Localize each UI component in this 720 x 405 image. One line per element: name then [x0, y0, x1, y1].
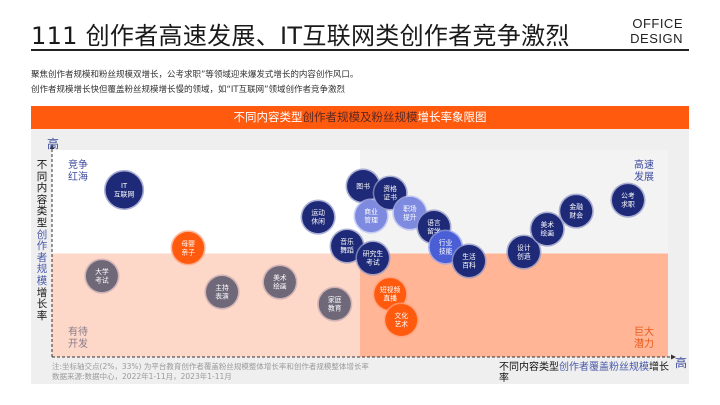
- bubble-label: 研究生考试: [363, 249, 384, 267]
- y-axis-arrow: [49, 144, 55, 149]
- brand-logo: OFFICE DESIGN: [630, 16, 683, 46]
- bubble-label: 家庭教育: [328, 295, 342, 313]
- quadrant-top-left-bg: [52, 150, 360, 254]
- bubble-point: [172, 231, 205, 264]
- bubble-label: 大学考试: [95, 267, 109, 285]
- bubble-1: 大学考试: [84, 258, 120, 294]
- y-label-part-2: 创作者规模: [36, 228, 48, 287]
- bubble-point: [263, 266, 296, 299]
- bubble-7: 图书: [345, 168, 381, 204]
- bubble-label: IT 互联网: [114, 182, 135, 199]
- note-line-2: 数据来源:数据中心，2022年1-11月，2023年1-11月: [52, 372, 232, 381]
- bubble-label: 设计创造: [517, 243, 531, 260]
- bubble-15: 生活百科: [451, 243, 487, 279]
- bubble-4: 美术绘画: [262, 264, 298, 300]
- bubble-point: [611, 184, 644, 217]
- chart-title-part-3: 增长率象限图: [417, 110, 487, 124]
- chart-title-part-2: 创作者规模及粉丝规模: [302, 110, 418, 124]
- quadrant-label-top-left: 竞争 红海: [68, 160, 88, 183]
- y-label-part-1: 不同内容类型: [36, 159, 48, 229]
- bubble-point: [355, 200, 388, 233]
- bubble-3: 主持表演: [204, 274, 240, 310]
- bubble-label: 公考求职: [621, 192, 635, 209]
- bubble-label: 美术绘画: [273, 273, 287, 291]
- y-axis-high-label: 高: [47, 137, 60, 151]
- bubble-label: 主持表演: [215, 283, 229, 301]
- x-axis-arrow: [671, 354, 676, 360]
- bubble-12: 研究生考试: [355, 240, 391, 276]
- page-title: 111 创作者高速发展、IT互联网类创作者竞争激烈: [31, 22, 570, 50]
- bubble-point: [318, 288, 351, 321]
- bubble-label: 金融财会: [569, 202, 583, 220]
- bubble-point: [531, 213, 564, 246]
- bubble-label: 文化艺术: [394, 311, 408, 329]
- description-line-1: 聚焦创作者规模和粉丝规模双增长，公考求职”等领域迎来爆发式增长的内容创作风口。: [31, 70, 359, 80]
- chart-title: 不同内容类型创作者规模及粉丝规模增长率象限图: [31, 106, 689, 129]
- bubble-label: 音乐舞蹈: [340, 237, 354, 255]
- description-line-2: 创作者规模增长快但覆盖粉丝规模增长慢的领域，如“IT互联网”领域创作者竞争激烈: [31, 85, 346, 95]
- bubble-point: [385, 303, 418, 336]
- bubble-point: [206, 276, 239, 309]
- bubble-17: 文化艺术: [383, 302, 419, 338]
- bubble-13: 语言留学: [416, 209, 452, 245]
- bubble-label: 短视频直播: [380, 285, 401, 303]
- bubble-11: 音乐舞蹈: [329, 228, 365, 264]
- description: 聚焦创作者规模和粉丝规模双增长，公考求职”等领域迎来爆发式增长的内容创作风口。 …: [31, 68, 358, 98]
- x-label-part-2: 创作者覆盖粉丝规模: [559, 362, 649, 373]
- bubble-point: [331, 230, 364, 263]
- bubble-label: 语言留学: [427, 218, 441, 236]
- bubble-point: [105, 171, 143, 209]
- bubble-19: 美术绘画: [529, 211, 565, 247]
- bubble-label: 资格证书: [383, 184, 397, 202]
- x-axis-high-label: 高: [675, 356, 688, 370]
- bubble-point: [347, 170, 380, 203]
- bubble-5: 运动休闲: [300, 199, 336, 235]
- bubble-point: [374, 278, 407, 311]
- bubble-point: [507, 236, 540, 269]
- x-label-part-1: 不同内容类型: [499, 362, 559, 373]
- bubble-point: [356, 242, 389, 275]
- note-line-1: 注:坐标轴交点(2%，33%) 为平台教育创作者覆盖粉丝规模整体增长率和创作者规…: [52, 362, 369, 371]
- bubble-label: 职场提升: [403, 204, 417, 222]
- bubble-point: [453, 244, 486, 277]
- quadrant-label-bottom-left: 有待 开发: [68, 327, 88, 350]
- bubble-label: 美术绘画: [540, 220, 554, 238]
- bubble-21: 公考求职: [610, 182, 646, 218]
- bubble-18: 设计创造: [506, 234, 542, 270]
- brand-line-1: OFFICE: [632, 16, 683, 31]
- bubble-0: IT 互联网: [103, 169, 145, 211]
- title-divider: [31, 49, 689, 51]
- bubble-point: [302, 201, 335, 234]
- bubble-2: 母婴亲子: [170, 230, 206, 266]
- chart-title-part-1: 不同内容类型: [233, 110, 303, 124]
- bubble-label: 运动休闲: [311, 209, 325, 226]
- x-label-part-3: 增长率: [499, 362, 669, 384]
- y-axis-label: 不同内容类型创作者规模增长率: [36, 159, 48, 322]
- bubble-20: 金融财会: [558, 193, 594, 229]
- bubble-label: 商业管理: [364, 207, 378, 225]
- bubble-label: 母婴亲子: [181, 240, 195, 257]
- bubble-point: [85, 260, 118, 293]
- quadrant-label-bottom-right: 巨大 潜力: [634, 327, 654, 350]
- bubble-label: 生活百科: [462, 252, 476, 270]
- bubble-6: 家庭教育: [317, 286, 353, 322]
- quadrant-label-top-right: 高速 发展: [634, 160, 654, 183]
- x-axis-label: 不同内容类型创作者覆盖粉丝规模增长率: [499, 362, 669, 384]
- brand-line-2: DESIGN: [630, 31, 683, 46]
- bubble-label: 图书: [356, 181, 370, 190]
- bubble-point: [560, 195, 593, 228]
- y-label-part-3: 增长率: [36, 286, 48, 322]
- quadrant-bottom-right-bg: [360, 253, 668, 357]
- bubble-label: 行业技能: [439, 238, 453, 256]
- chart-note: 注:坐标轴交点(2%，33%) 为平台教育创作者覆盖粉丝规模整体增长率和创作者规…: [52, 362, 369, 382]
